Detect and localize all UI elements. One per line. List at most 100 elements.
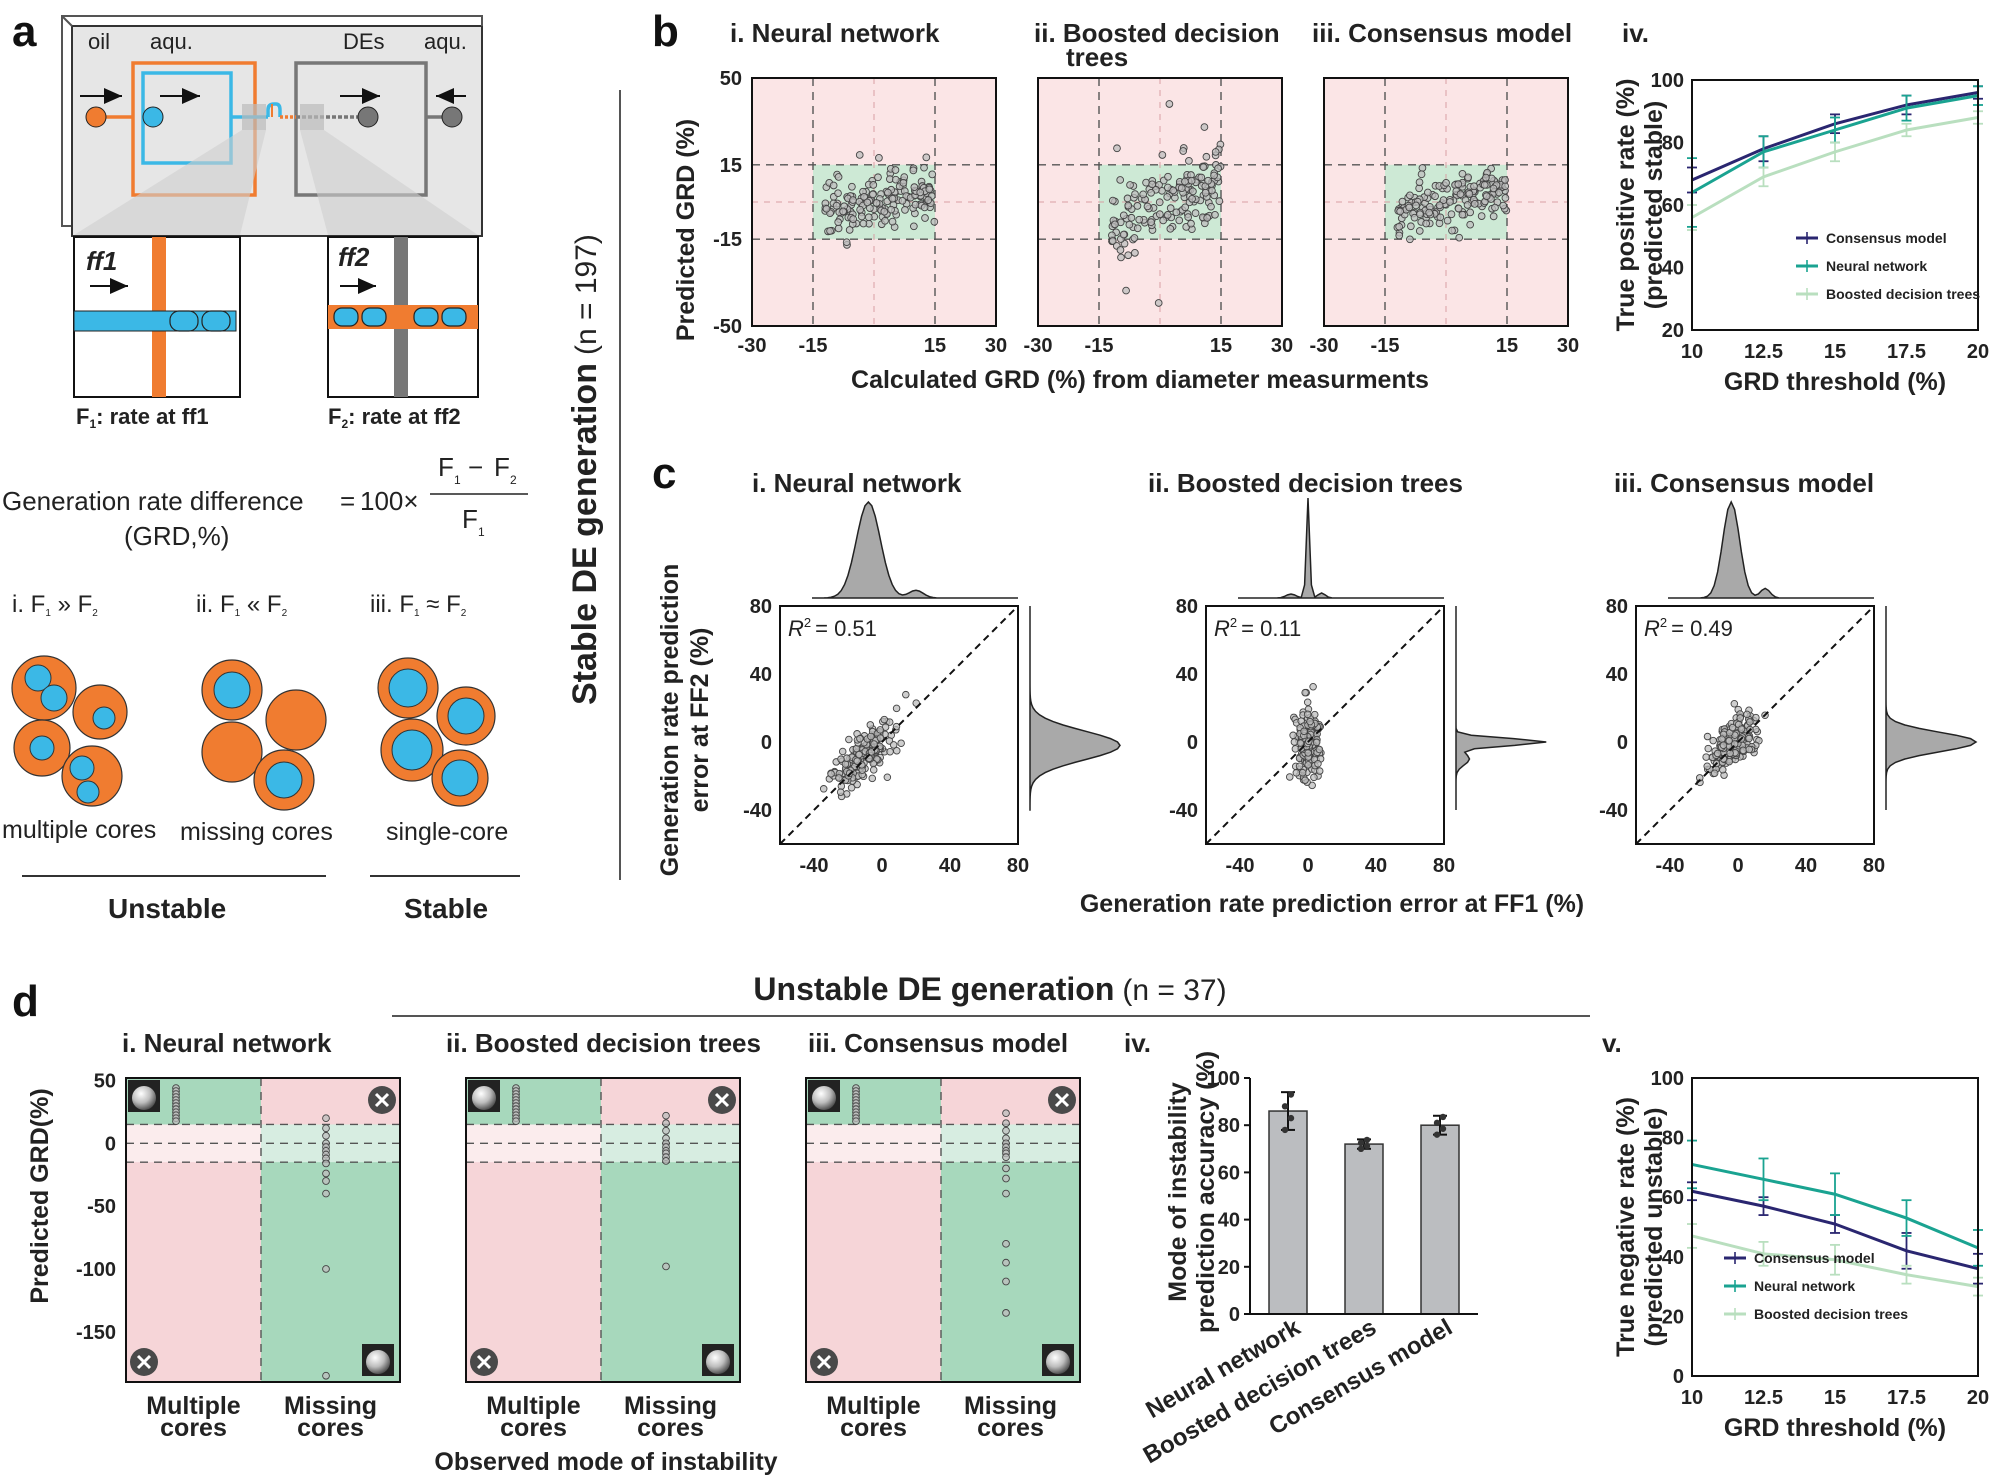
b-point [1127, 213, 1136, 222]
b-iv-line-chart: 20 40 60 80 100 10 12.5 15 17.5 20 GRD threshold (… [1612, 70, 1989, 396]
c-point [1301, 776, 1309, 784]
b-point [1480, 181, 1489, 189]
c-point [1315, 745, 1324, 754]
b-point [834, 189, 842, 198]
d-cat-missing: Missing [284, 1392, 377, 1420]
b-point [1458, 210, 1467, 219]
b-xtick: -30 [1310, 335, 1339, 357]
y-tick-label: 0 [1673, 1366, 1684, 1388]
c-point [1739, 746, 1747, 755]
d-point [322, 1169, 330, 1178]
b-point [1202, 152, 1211, 161]
c-point [1737, 725, 1746, 733]
c-subtitle-i: i. Neural network [752, 468, 962, 498]
d-cat-multiple: Multiple [146, 1392, 241, 1420]
c-point [870, 740, 878, 748]
b-point [922, 153, 931, 162]
b-point [1425, 208, 1434, 217]
b-point [1405, 203, 1414, 212]
chart-frame [1691, 1077, 1979, 1377]
d-point [512, 1117, 520, 1126]
d-ytick: 50 [94, 1071, 116, 1093]
b-point [909, 166, 918, 175]
b-point [1166, 204, 1175, 213]
b-point [925, 185, 934, 194]
b-point [1187, 176, 1196, 185]
d-frame-0 [125, 1077, 401, 1383]
d-point [1002, 1258, 1010, 1267]
d-point [1002, 1239, 1010, 1248]
legend-entry: Consensus model [1826, 230, 1947, 246]
b-point [1406, 191, 1414, 200]
c-point [1304, 761, 1312, 769]
c-xtick: 80 [1863, 855, 1885, 877]
d-cat-multiple-line2: cores [840, 1414, 907, 1442]
svg-text:ii. F1 « F2: ii. F1 « F2 [196, 591, 288, 619]
legend-entry: Neural network [1826, 258, 1927, 274]
x-axis-label: GRD threshold (%) [1724, 1414, 1946, 1442]
b-point [1470, 200, 1479, 208]
c-point [1310, 773, 1318, 782]
b-xtick: -30 [1024, 335, 1053, 357]
d-v-line-chart: 0 20 40 60 80 100 10 12.5 15 17.5 20 GRD threshold … [1612, 1068, 1989, 1442]
bar-replicate-point [1433, 1119, 1441, 1127]
c-ytick: 0 [1187, 732, 1198, 754]
c-xtick: 0 [1302, 855, 1313, 877]
b-subtitle-ii-line2: trees [1066, 42, 1128, 72]
b-point [860, 192, 868, 201]
c-point [1312, 738, 1321, 747]
c-point [836, 788, 845, 796]
c-point [902, 690, 910, 699]
formula-lhs: Generation rate difference [2, 486, 304, 516]
d-point [1002, 1126, 1010, 1135]
b-point [1489, 184, 1498, 193]
b-point [1122, 286, 1130, 295]
b-point [1489, 212, 1498, 221]
close-icon [714, 1092, 730, 1108]
b-point [1215, 197, 1224, 205]
b-frame-nn [751, 77, 997, 327]
b-point [1187, 219, 1195, 228]
bar-0 [1268, 1110, 1308, 1315]
c-frame-0 [779, 605, 1019, 845]
c-point [889, 741, 898, 749]
droplet-icon [472, 1086, 496, 1110]
b-point [1191, 209, 1200, 217]
c-point [1295, 762, 1304, 771]
c-point [1704, 744, 1712, 753]
c-frame-1 [1205, 605, 1445, 845]
d-bar-ylabel-line1: Mode of instability [1164, 1082, 1192, 1302]
d-point [1002, 1109, 1010, 1118]
b-point [869, 190, 877, 199]
formula-num-a: F [438, 452, 454, 482]
y-tick-label: 100 [1651, 70, 1684, 92]
c-point [847, 783, 856, 792]
c-point [892, 722, 901, 731]
c-r2-label-1: R2 = 0.11 [1214, 615, 1301, 641]
d-cat-missing: Missing [624, 1392, 717, 1420]
label-aqu-2: aqu. [424, 29, 467, 54]
c-point [1702, 753, 1710, 761]
d-quadrant-correct [941, 1124, 1080, 1382]
c-point [1306, 717, 1314, 726]
b-point [1501, 194, 1510, 202]
c-point [876, 734, 885, 742]
d-point [172, 1117, 180, 1126]
b-point [829, 181, 838, 190]
c-xtick: -40 [1226, 855, 1255, 877]
b-subtitle-i: i. Neural network [730, 18, 940, 48]
b-point [910, 183, 919, 192]
formula-eq: = [340, 486, 355, 516]
c-point [866, 721, 875, 729]
svg-text:2: 2 [510, 473, 517, 487]
b-point [1135, 215, 1144, 224]
x-tick-label: 15 [1824, 1387, 1846, 1409]
droplet-icon [706, 1350, 730, 1374]
d-quadrant-wrong [466, 1124, 601, 1382]
b-point [1124, 201, 1133, 210]
b-subtitle-ii: ii. Boosted decision [1034, 18, 1280, 48]
bar-replicate-point [1439, 1113, 1447, 1121]
d-ylabel: Predicted GRD(%) [26, 1088, 54, 1303]
b-point [1435, 201, 1444, 210]
b-point [1163, 211, 1172, 219]
